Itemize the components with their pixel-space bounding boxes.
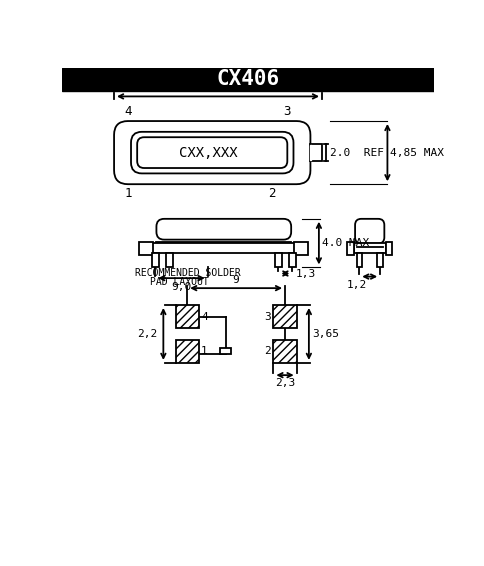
Text: 2: 2	[268, 187, 276, 200]
Text: 3,65: 3,65	[312, 329, 339, 339]
FancyBboxPatch shape	[156, 219, 291, 239]
Text: 9: 9	[233, 275, 240, 285]
Bar	[378, 254, 383, 267]
Text: 3: 3	[284, 105, 291, 118]
Bar	[275, 254, 282, 267]
Bar	[348, 242, 353, 255]
FancyBboxPatch shape	[137, 137, 287, 168]
Text: 1,2: 1,2	[347, 280, 367, 290]
Text: 1,3: 1,3	[295, 268, 316, 278]
Text: 1: 1	[124, 187, 132, 200]
Bar	[353, 243, 386, 254]
Bar	[310, 145, 311, 160]
Bar	[273, 305, 297, 328]
Text: 4: 4	[124, 105, 132, 118]
Text: 2,3: 2,3	[275, 378, 295, 388]
Text: 2,2: 2,2	[137, 329, 157, 339]
Bar	[289, 254, 296, 267]
Text: CXX,XXX: CXX,XXX	[179, 145, 238, 160]
Bar	[220, 348, 231, 354]
FancyBboxPatch shape	[355, 219, 384, 243]
Bar	[176, 340, 199, 363]
Text: RECOMMENDED SOLDER: RECOMMENDED SOLDER	[135, 268, 241, 278]
Bar	[310, 144, 322, 161]
Text: 12.9 MAX: 12.9 MAX	[191, 83, 245, 93]
Text: 1: 1	[201, 346, 208, 356]
Text: 2: 2	[264, 346, 271, 356]
Bar	[294, 242, 308, 255]
Bar	[357, 254, 362, 267]
FancyBboxPatch shape	[114, 121, 310, 184]
Bar	[152, 243, 296, 254]
Bar	[273, 340, 297, 363]
Text: PAD LAYOUT: PAD LAYOUT	[150, 277, 209, 286]
Text: 2.0  REF: 2.0 REF	[330, 148, 384, 157]
Text: 4.0 MAX: 4.0 MAX	[322, 238, 369, 248]
Bar	[176, 305, 199, 328]
Bar	[62, 68, 435, 91]
Text: 4: 4	[201, 312, 208, 321]
Bar	[139, 242, 153, 255]
Text: 9,0: 9,0	[171, 282, 192, 292]
Bar	[166, 254, 173, 267]
Text: CX406: CX406	[216, 70, 280, 89]
Bar	[152, 254, 159, 267]
Text: 3: 3	[264, 312, 271, 321]
FancyBboxPatch shape	[131, 132, 293, 173]
Text: 4,85 MAX: 4,85 MAX	[391, 148, 444, 157]
Bar	[386, 242, 392, 255]
